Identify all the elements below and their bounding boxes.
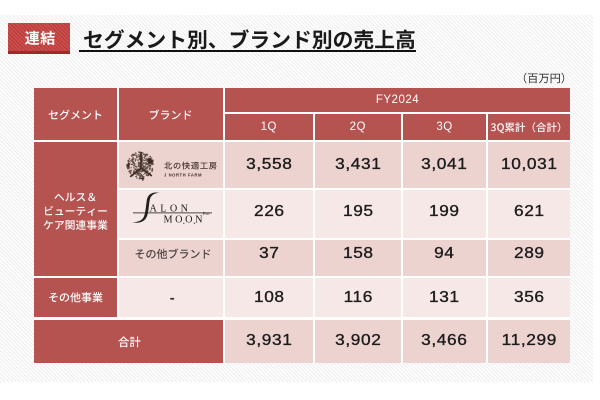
svg-text:J NORTH FARM: J NORTH FARM [164, 172, 202, 177]
svg-text:ALON: ALON [150, 203, 192, 214]
svg-text:MOON: MOON [164, 215, 206, 226]
